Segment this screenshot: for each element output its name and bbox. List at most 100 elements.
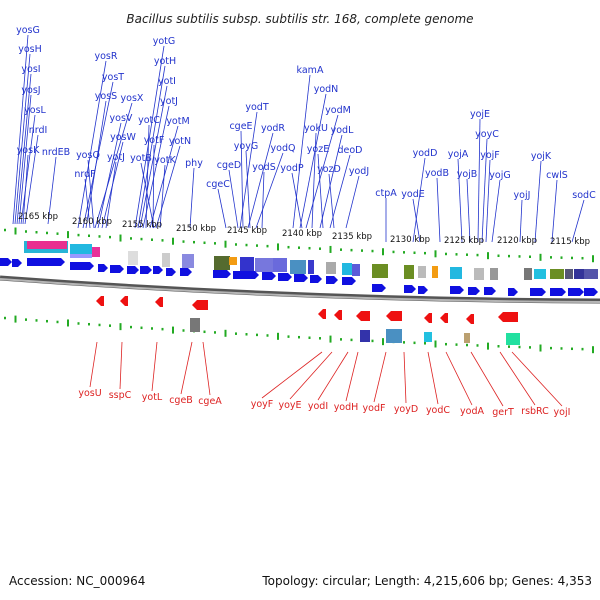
leader-line-cgeD (228, 169, 239, 229)
gene-label-yosI: yosI (21, 64, 40, 75)
forward-gene-arrow (326, 276, 338, 284)
coordinate-label: 2145 kbp (227, 226, 267, 236)
forward-gene-arrow (262, 272, 276, 280)
tick-mark (592, 346, 594, 354)
gene-label-yodR: yodR (261, 123, 285, 134)
tick-mark (77, 322, 80, 325)
forward-gene-arrow (127, 266, 139, 274)
feature-box (360, 330, 370, 342)
forward-gene-arrow (166, 268, 176, 276)
reverse-gene-arrow (120, 296, 128, 306)
tick-mark (182, 329, 185, 332)
tick-mark (4, 228, 6, 232)
gene-label-yotJ: yotJ (107, 152, 125, 163)
coordinate-labels: 2165 kbp 2160 kbp 2155 kbp 2150 kbp 2145 kbp… (18, 212, 590, 247)
forward-gene-arrow (550, 288, 566, 296)
forward-gene-arrow (310, 275, 322, 283)
gene-label-yosH: yosH (18, 44, 42, 55)
tick-mark (35, 319, 38, 322)
reverse-gene-arrow (424, 313, 432, 323)
gene-label-yotI: yotI (158, 76, 176, 87)
forward-gene-track (0, 258, 598, 296)
coordinate-label: 2160 kbp (72, 217, 112, 227)
forward-gene-arrow (140, 266, 152, 274)
tick-mark (413, 251, 416, 255)
leader-line-yojJ (519, 199, 523, 243)
reverse-gene-arrow (466, 314, 474, 324)
coordinate-label: 2165 kbp (18, 212, 58, 222)
leader-line-sspC (119, 341, 123, 390)
leader-line-gerT (470, 351, 504, 407)
reverse-gene-arrow (356, 311, 370, 321)
gene-label-yotG: yotG (153, 36, 176, 47)
gene-label-yosT: yosT (102, 72, 124, 83)
tick-mark (455, 253, 458, 256)
tick-mark (424, 251, 426, 255)
gene-label-yotF: yotF (144, 135, 165, 146)
forward-gene-arrow (110, 265, 124, 273)
leader-line-cgeC (217, 188, 227, 229)
tick-mark (277, 332, 279, 340)
tick-mark (476, 253, 479, 257)
tick-mark (98, 235, 101, 238)
tick-mark (392, 250, 395, 254)
feature-box (229, 257, 237, 265)
gene-label-rsbRC: rsbRC (521, 406, 549, 417)
tick-mark (161, 239, 164, 242)
tick-mark (413, 341, 416, 345)
forward-gene-arrow (12, 259, 22, 267)
forward-gene-arrow (418, 286, 428, 294)
gene-label-yodQ: yodQ (271, 143, 296, 154)
feature-box (565, 269, 573, 279)
tick-mark (340, 248, 342, 251)
tick-mark (403, 341, 405, 344)
feature-box (432, 266, 438, 278)
gene-label-yodI: yodI (308, 401, 328, 412)
leader-line-cgeA (202, 341, 211, 396)
feature-box (128, 251, 138, 265)
leader-line-yotJ (142, 105, 170, 229)
gene-label-yotJ: yotJ (160, 96, 178, 107)
leader-line-yosL (20, 114, 36, 225)
gene-label-yosU: yosU (78, 388, 101, 399)
leader-line-yosV (97, 122, 122, 229)
feature-box (506, 333, 520, 345)
tick-mark (67, 319, 69, 327)
leader-line-yodC (427, 351, 439, 405)
feature-box (534, 269, 546, 279)
tick-mark (235, 332, 237, 335)
coordinate-label: 2135 kbp (332, 232, 372, 242)
tick-mark (245, 243, 248, 247)
leader-line-kamA (292, 74, 311, 229)
gene-label-yodP: yodP (280, 163, 303, 174)
tick-mark (224, 240, 227, 248)
leader-line-yodH (345, 351, 359, 402)
leader-line-yoyF (261, 351, 323, 399)
reverse-gene-arrow (440, 313, 448, 323)
leader-line-yosH (14, 53, 31, 225)
tick-mark (256, 244, 258, 247)
forward-gene-arrow (213, 270, 231, 278)
tick-mark (109, 324, 111, 327)
gene-label-kamA: kamA (297, 65, 324, 76)
forward-gene-arrow (70, 262, 94, 270)
gene-label-yojK: yojK (531, 151, 552, 162)
tick-mark (518, 345, 521, 349)
gene-label-yojJ: yojJ (514, 190, 531, 201)
tick-mark (98, 323, 101, 327)
leader-line-yozE (317, 153, 324, 229)
leader-line-nrdEB (47, 156, 57, 225)
gene-label-nrdF: nrdF (74, 169, 95, 180)
gene-label-cgeB: cgeB (169, 395, 193, 406)
forward-gene-arrow (584, 288, 598, 296)
tick-mark (592, 255, 594, 263)
forward-gene-arrow (530, 288, 546, 296)
feature-box (342, 263, 352, 275)
tick-mark (361, 249, 363, 252)
feature-box (550, 269, 564, 279)
feature-box (27, 241, 67, 249)
map-title: Bacillus subtilis subsp. subtilis str. 1… (126, 12, 473, 26)
genome-backbone (0, 275, 600, 304)
gene-label-yotC: yotC (138, 115, 160, 126)
